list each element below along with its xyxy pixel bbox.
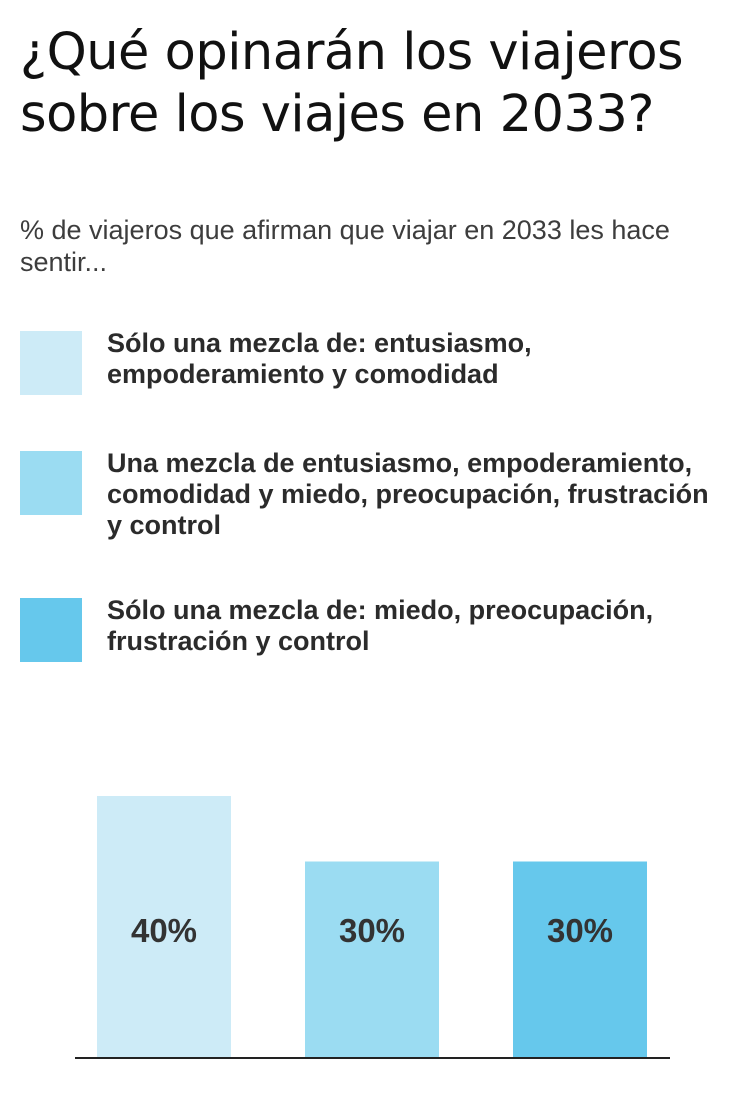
legend-label-1: Sólo una mezcla de: entusiasmo, empodera… — [107, 328, 532, 389]
bar-value-label-3: 30% — [547, 912, 613, 949]
legend-swatch-1 — [20, 331, 82, 395]
legend-label-3: Sólo una mezcla de: miedo, preocupación,… — [107, 595, 654, 656]
legend-swatch-2 — [20, 451, 82, 515]
legend-label-2: Una mezcla de entusiasmo, empoderamiento… — [107, 448, 709, 540]
bar-1 — [97, 796, 231, 1058]
bar-2 — [305, 861, 439, 1058]
bar-value-label-2: 30% — [339, 912, 405, 949]
chart-title: ¿Qué opinarán los viajeros sobre los via… — [20, 23, 684, 144]
chart-subtitle: % de viajeros que afirman que viajar en … — [20, 215, 670, 277]
bar-value-label-1: 40% — [131, 912, 197, 949]
bar-chart: 40% 30% 30% — [75, 796, 670, 1059]
bar-3 — [513, 861, 647, 1058]
legend-swatch-3 — [20, 598, 82, 662]
